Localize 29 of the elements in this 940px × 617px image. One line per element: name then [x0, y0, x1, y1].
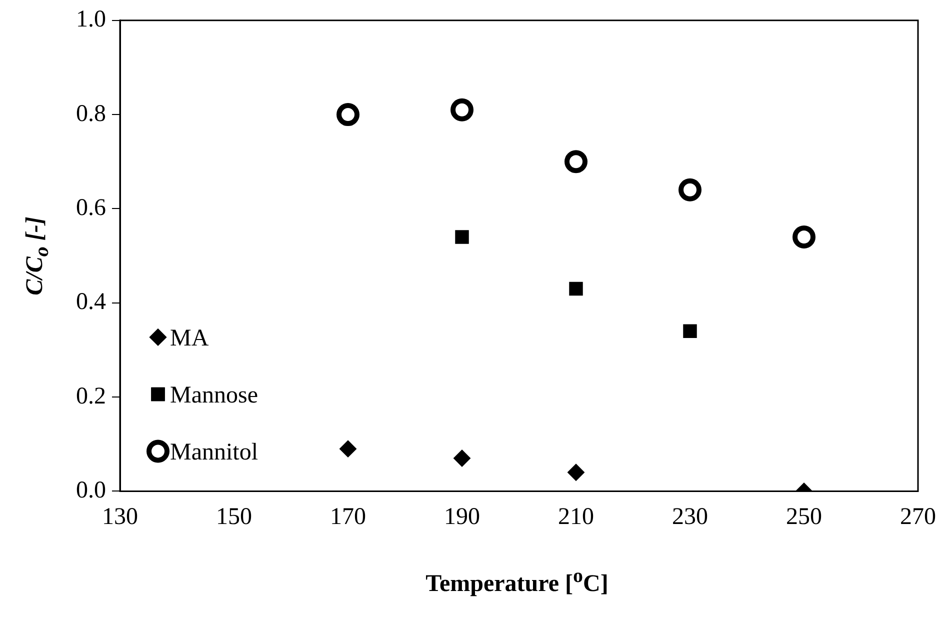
y-tick-label: 0.4 — [76, 289, 106, 316]
point — [678, 178, 702, 202]
legend-label: Mannose — [170, 382, 258, 408]
point — [450, 98, 474, 122]
legend-label: MA — [170, 325, 210, 352]
point — [568, 464, 584, 481]
point — [340, 440, 356, 458]
x-tick-label: 210 — [558, 504, 594, 530]
point — [683, 324, 697, 338]
point — [336, 103, 360, 126]
x-tick-label: 230 — [672, 504, 708, 530]
x-tick-label: 270 — [900, 504, 936, 530]
y-tick-label: 0.2 — [76, 383, 106, 410]
y-tick-label: 1.0 — [76, 6, 106, 33]
y-tick-label: 0.8 — [76, 100, 106, 127]
point — [454, 450, 470, 467]
point — [564, 150, 588, 174]
x-tick-label: 170 — [330, 504, 366, 530]
x-tick-label: 190 — [444, 504, 480, 530]
point — [792, 225, 816, 248]
y-tick-label: 0.6 — [76, 195, 106, 222]
x-axis-title: Temperature [$^{o}$C] — [424, 565, 610, 598]
y-tick-label: 0.0 — [76, 477, 106, 504]
x-tick-label: 150 — [216, 504, 252, 530]
point — [455, 230, 469, 244]
x-tick-label: 250 — [786, 504, 822, 530]
point — [569, 282, 583, 296]
legend-label: Mannitol — [170, 439, 258, 466]
x-tick-label: 130 — [102, 504, 138, 530]
